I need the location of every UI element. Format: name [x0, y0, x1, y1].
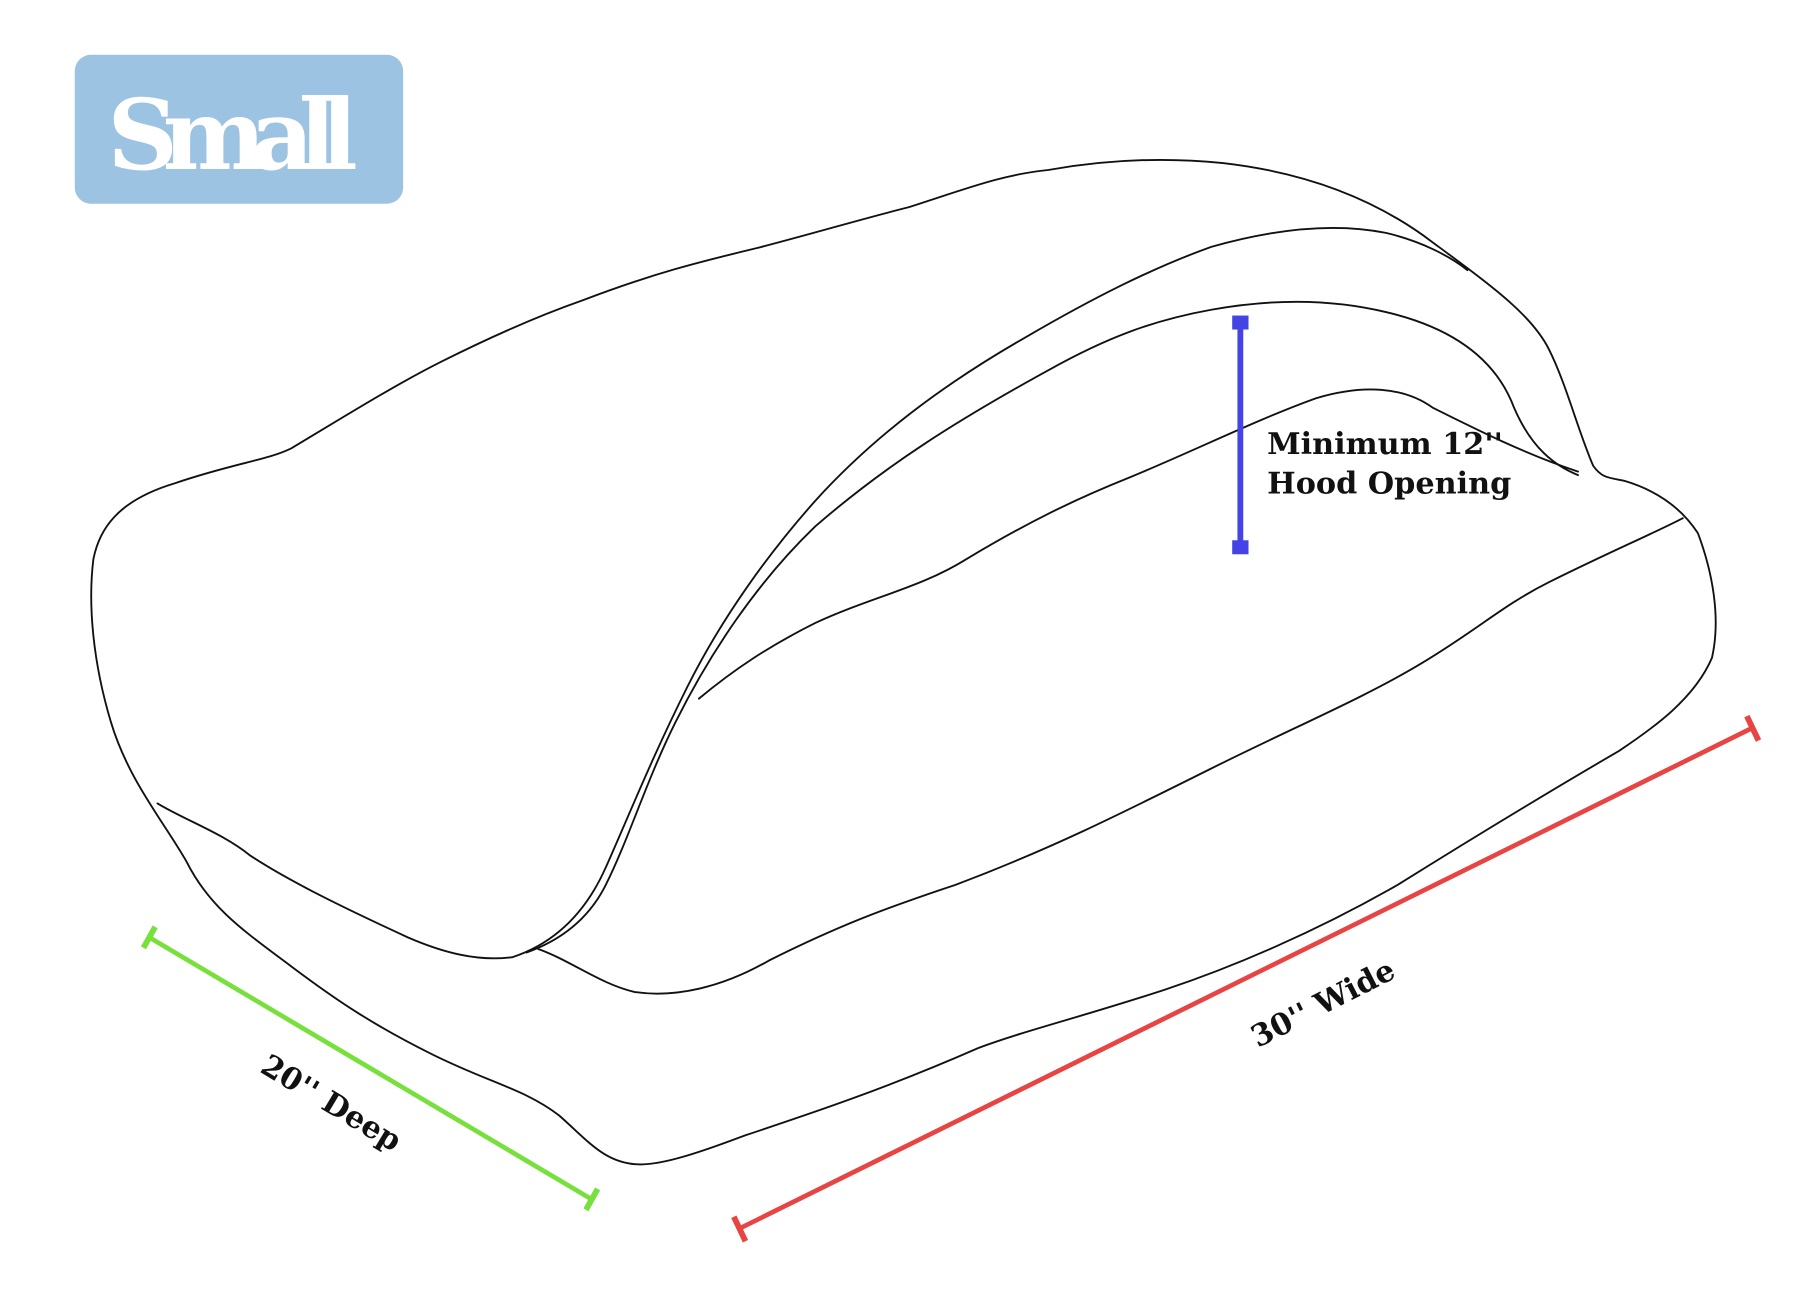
width-dimension: 30'' Wide — [731, 714, 1762, 1243]
depth-dimension: 20'' Deep — [140, 925, 601, 1212]
width-line — [738, 725, 1754, 1231]
depth-label: 20'' Deep — [255, 1048, 408, 1159]
height-label-line1: Minimum 12'' — [1267, 427, 1503, 462]
badge-background — [74, 54, 404, 204]
seat-front-edge — [537, 517, 1684, 995]
width-endcap-start — [731, 1215, 749, 1243]
bed-side-seam — [156, 227, 1469, 960]
hood-opening-edge — [697, 388, 1579, 700]
bed-outline — [90, 158, 1717, 1166]
depth-endcap-end — [583, 1187, 601, 1212]
bed-outer-outline — [90, 158, 1717, 1166]
depth-line — [148, 935, 593, 1202]
depth-endcap-start — [140, 925, 158, 950]
badge-label: Small — [107, 78, 357, 193]
height-endcap-top — [1232, 315, 1249, 330]
height-endcap-bottom — [1232, 540, 1249, 555]
height-dimension: Minimum 12'' Hood Opening — [1232, 315, 1511, 555]
hood-front-arch — [525, 300, 1579, 954]
size-badge: Small — [74, 54, 404, 204]
width-endcap-end — [1744, 714, 1762, 742]
height-label-line2: Hood Opening — [1267, 467, 1511, 502]
